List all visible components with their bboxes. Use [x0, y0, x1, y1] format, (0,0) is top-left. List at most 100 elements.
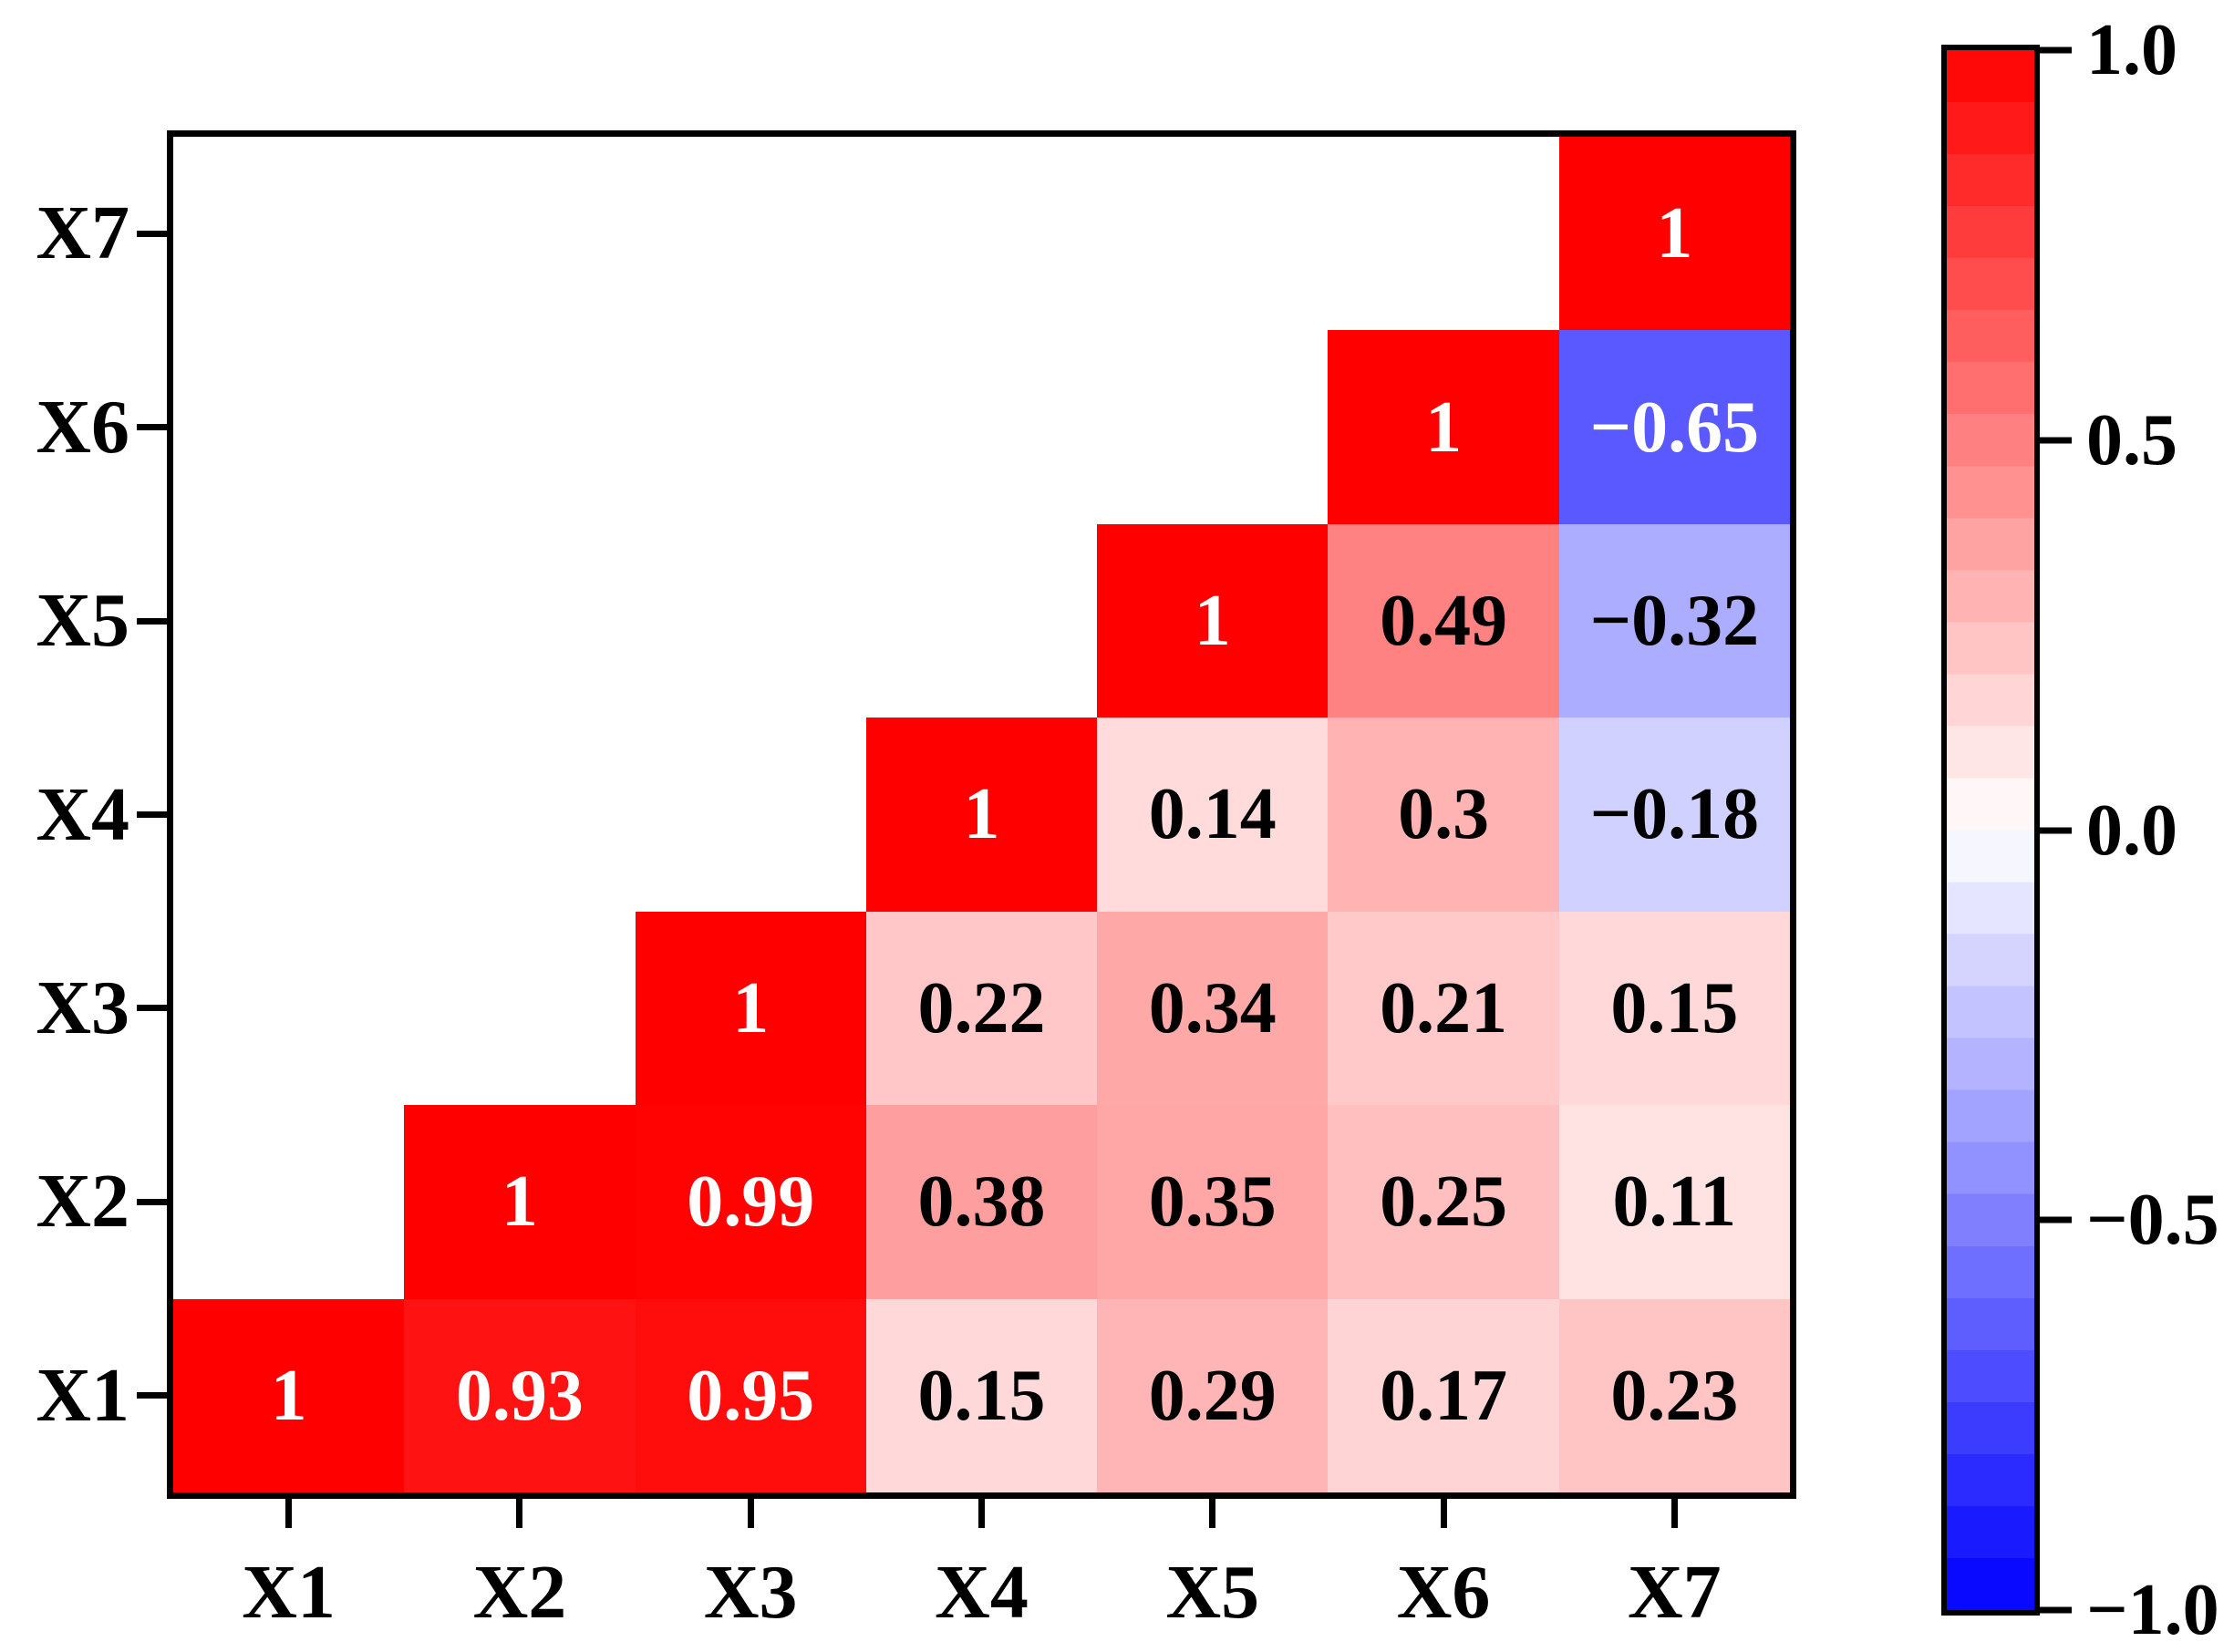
- cell-value: 1: [1194, 581, 1231, 662]
- x-axis-label: X3: [703, 1550, 798, 1635]
- y-axis-label: X2: [36, 1159, 129, 1244]
- cell-value: 0.93: [455, 1355, 584, 1436]
- heatmap-cell: 0.93: [404, 1298, 636, 1492]
- cell-value: 1: [1425, 387, 1463, 468]
- y-axis-tick: [137, 1392, 167, 1399]
- heatmap-cell: 0.25: [1328, 1105, 1559, 1299]
- x-axis-tick: [1670, 1499, 1678, 1528]
- heatmap-cell: [636, 330, 866, 523]
- heatmap-cell: [173, 1105, 404, 1298]
- heatmap-cell: [1328, 137, 1558, 330]
- heatmap-cell: 0.17: [1328, 1298, 1559, 1492]
- y-axis-label: X3: [36, 965, 129, 1050]
- heatmap-cell: [404, 330, 635, 523]
- heatmap-cell: 0.3: [1328, 718, 1559, 912]
- x-axis-label: X6: [1396, 1550, 1491, 1635]
- heatmap-cell: [404, 912, 635, 1105]
- heatmap-cell: −0.65: [1558, 330, 1790, 524]
- heatmap-cell: [173, 718, 404, 911]
- cell-value: 0.38: [917, 1162, 1046, 1243]
- cell-value: 0.23: [1610, 1355, 1739, 1436]
- heatmap-cell: [636, 137, 866, 330]
- heatmap-cell: 1: [1558, 137, 1790, 331]
- y-axis-tick: [137, 230, 167, 237]
- heatmap-cell: [636, 718, 866, 911]
- cell-value: 0.34: [1148, 967, 1277, 1048]
- y-axis-tick: [137, 424, 167, 431]
- heatmap-cell: [173, 137, 404, 330]
- colorbar-tick-label: 0.0: [2086, 790, 2177, 871]
- heatmap-cell: −0.32: [1558, 523, 1790, 718]
- heatmap-cell: 0.38: [865, 1105, 1098, 1299]
- plot-frame: 1 1 −0.65 1 0.49 −0.32 1 0.14 0.3 −0.18 1 0.22 0.34 0…: [167, 130, 1796, 1499]
- cell-value: 0.15: [917, 1355, 1046, 1436]
- heatmap-cell: [404, 137, 635, 330]
- colorbar-tick: [2040, 46, 2072, 54]
- cell-value: −0.18: [1589, 774, 1760, 855]
- heatmap-cell: 0.15: [1558, 911, 1790, 1106]
- heatmap-cell: 0.99: [635, 1105, 866, 1299]
- y-axis-label: X5: [36, 578, 129, 664]
- cell-value: 0.99: [687, 1162, 815, 1243]
- heatmap-cell: 1: [1097, 523, 1329, 718]
- cell-value: 1: [963, 774, 1000, 855]
- x-axis-tick: [516, 1499, 523, 1528]
- y-axis-label: X1: [36, 1352, 129, 1438]
- cell-value: 0.35: [1148, 1162, 1277, 1243]
- colorbar-tick: [2040, 1216, 2072, 1224]
- colorbar-segmented-gradient: [1947, 50, 2034, 1610]
- heatmap-cell: 0.35: [1097, 1105, 1329, 1299]
- heatmap-cell: [636, 524, 866, 718]
- y-axis-tick: [137, 1198, 167, 1205]
- heatmap-cell: 1: [635, 911, 866, 1106]
- cell-value: 1: [501, 1162, 538, 1243]
- heatmap-cell: 0.34: [1097, 911, 1329, 1106]
- y-axis-label: X7: [36, 191, 129, 276]
- colorbar-tick-label: 0.5: [2086, 399, 2177, 480]
- heatmap-cell: [866, 524, 1097, 718]
- x-axis-tick: [285, 1499, 293, 1528]
- x-axis-tick: [978, 1499, 985, 1528]
- x-axis-label: X1: [242, 1550, 336, 1635]
- cell-value: 0.95: [687, 1355, 815, 1436]
- x-axis-label: X2: [472, 1550, 567, 1635]
- heatmap-cell: [173, 330, 404, 523]
- heatmap-grid: 1 1 −0.65 1 0.49 −0.32 1 0.14 0.3 −0.18 1 0.22 0.34 0…: [173, 137, 1790, 1492]
- heatmap-cell: 1: [404, 1105, 636, 1299]
- x-axis-tick: [747, 1499, 754, 1528]
- heatmap-cell: 0.22: [865, 911, 1098, 1106]
- colorbar-tick-label: −1.0: [2086, 1570, 2219, 1650]
- heatmap-cell: [866, 330, 1097, 523]
- heatmap-cell: [866, 137, 1097, 330]
- heatmap-cell: 1: [865, 718, 1098, 912]
- heatmap-cell: 0.15: [865, 1298, 1098, 1492]
- heatmap-cell: [404, 524, 635, 718]
- colorbar-tick-label: 1.0: [2086, 10, 2177, 90]
- cell-value: 1: [1656, 193, 1693, 274]
- cell-value: 0.15: [1610, 967, 1739, 1048]
- heatmap-cell: 0.23: [1558, 1298, 1790, 1492]
- cell-value: 0.25: [1380, 1162, 1508, 1243]
- cell-value: 0.11: [1612, 1162, 1737, 1243]
- y-axis-tick: [137, 811, 167, 818]
- y-axis-tick: [137, 1005, 167, 1012]
- x-axis-tick: [1440, 1499, 1447, 1528]
- cell-value: 0.49: [1380, 581, 1508, 662]
- heatmap-cell: 0.14: [1097, 718, 1329, 912]
- cell-value: 0.21: [1380, 967, 1508, 1048]
- x-axis-label: X5: [1165, 1550, 1260, 1635]
- colorbar-tick: [2040, 1606, 2072, 1614]
- x-axis-tick: [1209, 1499, 1216, 1528]
- colorbar: [1941, 45, 2040, 1616]
- heatmap-cell: 0.29: [1097, 1298, 1329, 1492]
- heatmap-cell: [1097, 330, 1328, 523]
- heatmap-cell: [1097, 137, 1328, 330]
- cell-value: 0.17: [1380, 1355, 1508, 1436]
- heatmap-cell: 0.95: [635, 1298, 866, 1492]
- heatmap-cell: 0.49: [1328, 523, 1559, 718]
- heatmap-cell: 0.11: [1558, 1105, 1790, 1299]
- heatmap-cell: [173, 912, 404, 1105]
- x-axis-label: X7: [1628, 1550, 1722, 1635]
- cell-value: 0.3: [1398, 774, 1490, 855]
